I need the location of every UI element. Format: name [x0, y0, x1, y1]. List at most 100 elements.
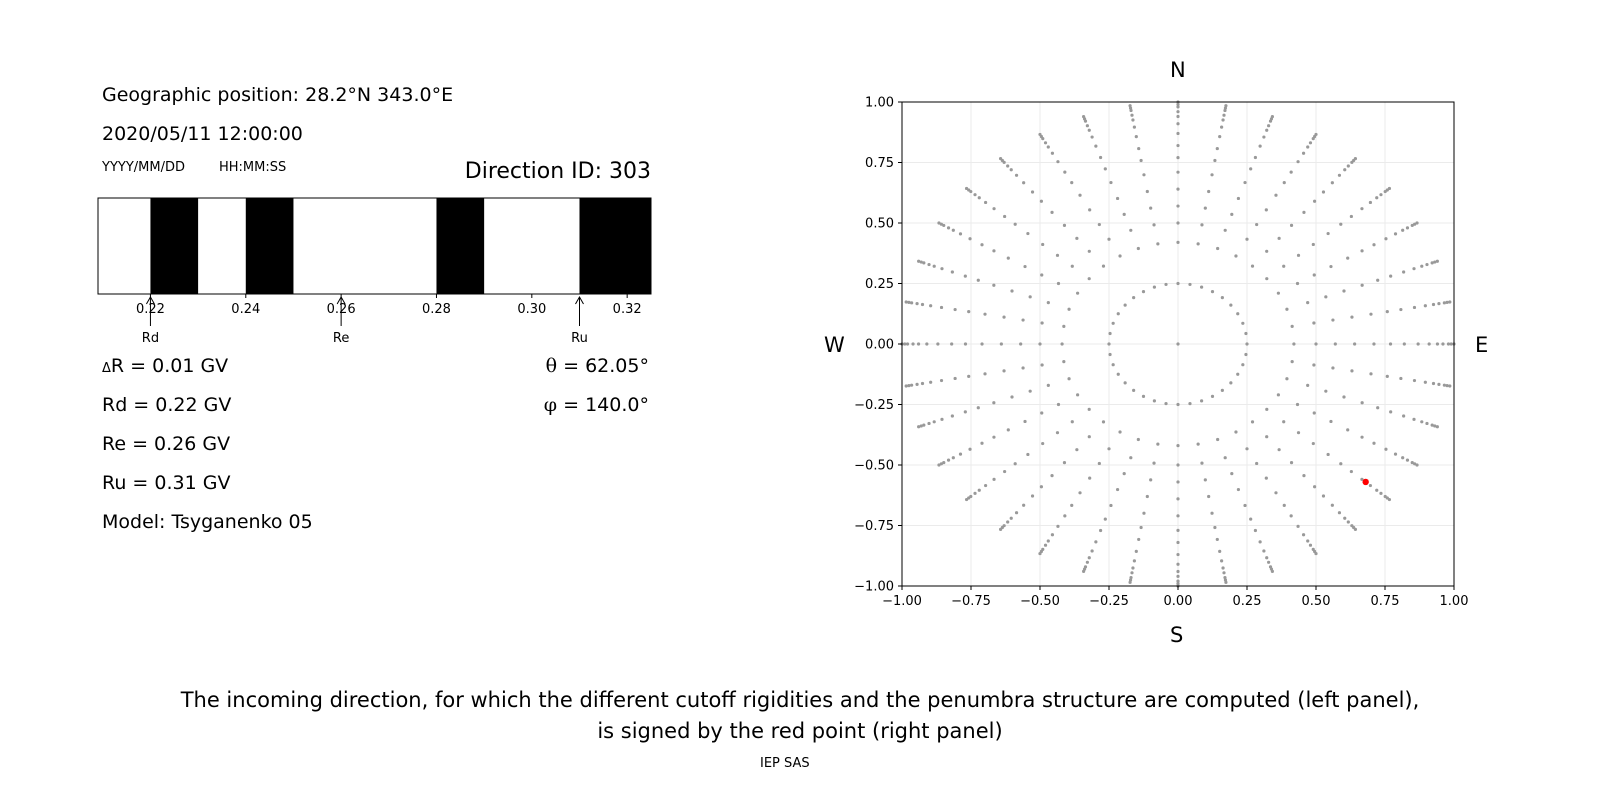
- direction-point-62: [1339, 222, 1343, 226]
- direction-point-503: [1445, 384, 1449, 388]
- direction-point-211: [1076, 291, 1080, 295]
- direction-point-232: [950, 270, 954, 274]
- direction-point-36: [1402, 270, 1406, 274]
- direction-point-139: [1176, 102, 1180, 107]
- direction-point-449: [1265, 407, 1269, 411]
- marker-arrowhead-ru: [575, 295, 584, 305]
- direction-point-491: [1290, 360, 1294, 364]
- direction-point-74: [1289, 223, 1294, 227]
- direction-point-168: [1082, 114, 1086, 119]
- direction-point-518: [1132, 296, 1136, 300]
- direction-point-136: [1176, 114, 1180, 119]
- direction-point-351: [1136, 437, 1140, 442]
- direction-point-443: [1337, 511, 1342, 515]
- direction-point-312: [1041, 441, 1045, 446]
- direction-point-264: [905, 342, 910, 346]
- direction-point-489: [1433, 424, 1437, 428]
- direction-point-308: [937, 463, 941, 467]
- direction-point-426: [1282, 503, 1286, 507]
- y-tick-label-0: 1.00: [865, 96, 894, 111]
- direction-point-410: [1236, 487, 1241, 492]
- direction-point-301: [980, 441, 984, 445]
- direction-point-326: [1062, 461, 1067, 465]
- direction-point-243: [983, 312, 987, 316]
- direction-point-283: [1028, 389, 1032, 393]
- direction-point-15: [1290, 324, 1294, 328]
- penumbra-tick-label-1: 0.24: [231, 302, 260, 317]
- direction-point-137: [1176, 110, 1180, 114]
- direction-point-353: [1122, 472, 1126, 476]
- direction-point-417: [1267, 560, 1271, 564]
- direction-point-404: [1223, 575, 1227, 580]
- marker-label-ru: Ru: [571, 331, 588, 346]
- direction-point-420: [1270, 569, 1274, 574]
- direction-point-434: [1314, 551, 1318, 556]
- direction-point-98: [1314, 132, 1318, 137]
- direction-point-519: [1123, 303, 1127, 307]
- direction-point-366: [1152, 461, 1156, 465]
- direction-point-189: [1030, 190, 1035, 194]
- direction-point-200: [1041, 242, 1045, 247]
- direction-point-329: [1030, 494, 1035, 498]
- direction-point-236: [922, 261, 926, 265]
- direction-point-532: [1176, 402, 1180, 407]
- direction-point-58: [1282, 264, 1286, 268]
- direction-point-79: [1337, 173, 1342, 177]
- delta-symbol: Δ: [102, 361, 111, 376]
- direction-point-142: [1152, 223, 1156, 227]
- direction-point-442: [1330, 503, 1334, 507]
- direction-point-533: [1188, 401, 1192, 406]
- direction-point-370: [1139, 525, 1143, 530]
- direction-point-450: [1282, 420, 1286, 424]
- direction-point-179: [1043, 141, 1048, 145]
- direction-point-309: [1087, 407, 1091, 411]
- direction-point-17: [1331, 318, 1335, 322]
- direction-point-421: [1234, 430, 1238, 434]
- direction-point-324: [1087, 435, 1091, 439]
- x-tick-label-7: 0.75: [1371, 594, 1400, 609]
- direction-point-1: [1292, 342, 1296, 346]
- direction-point-337: [1118, 430, 1122, 434]
- direction-point-394: [1200, 461, 1204, 465]
- direction-point-73: [1277, 236, 1281, 240]
- direction-point-346: [1046, 539, 1050, 543]
- direction-point-494: [1350, 369, 1354, 373]
- direction-point-215: [1006, 256, 1010, 260]
- direction-point-466: [1329, 419, 1333, 424]
- direction-point-0: [1176, 342, 1180, 346]
- direction-point-364: [1082, 569, 1086, 574]
- direction-point-375: [1130, 571, 1134, 575]
- direction-point-170: [1107, 237, 1111, 241]
- direction-point-112: [1270, 114, 1274, 119]
- direction-point-50: [1384, 237, 1388, 241]
- y-tick-label-7: −0.75: [854, 519, 894, 534]
- direction-point-511: [1210, 290, 1215, 294]
- direction-point-400: [1218, 549, 1222, 553]
- direction-point-448: [1353, 527, 1358, 531]
- direction-point-230: [976, 278, 980, 282]
- direction-point-84: [1353, 157, 1358, 161]
- model-name: Model: Tsyganenko 05: [102, 511, 313, 533]
- direction-point-322: [964, 497, 969, 502]
- direction-point-464: [1295, 402, 1300, 407]
- direction-point-313: [1026, 452, 1030, 457]
- direction-point-103: [1243, 180, 1247, 185]
- direction-point-318: [977, 488, 981, 492]
- direction-point-65: [1368, 200, 1372, 205]
- direction-point-146: [1139, 158, 1143, 163]
- direction-point-123: [1222, 113, 1226, 117]
- direction-point-219: [958, 232, 963, 236]
- direction-point-277: [915, 382, 919, 386]
- direction-point-427: [1289, 514, 1293, 518]
- theta-symbol: θ: [545, 355, 558, 377]
- caption-line-1: The incoming direction, for which the di…: [180, 688, 1420, 712]
- marker-label-re: Re: [333, 331, 349, 346]
- phi-symbol: φ: [543, 394, 558, 416]
- direction-point-12: [1446, 342, 1451, 346]
- direction-point-128: [1176, 221, 1180, 225]
- direction-point-246: [939, 305, 944, 310]
- direction-point-296: [1056, 402, 1061, 407]
- direction-point-483: [1389, 410, 1393, 414]
- direction-point-425: [1274, 491, 1278, 495]
- direction-point-109: [1267, 124, 1271, 128]
